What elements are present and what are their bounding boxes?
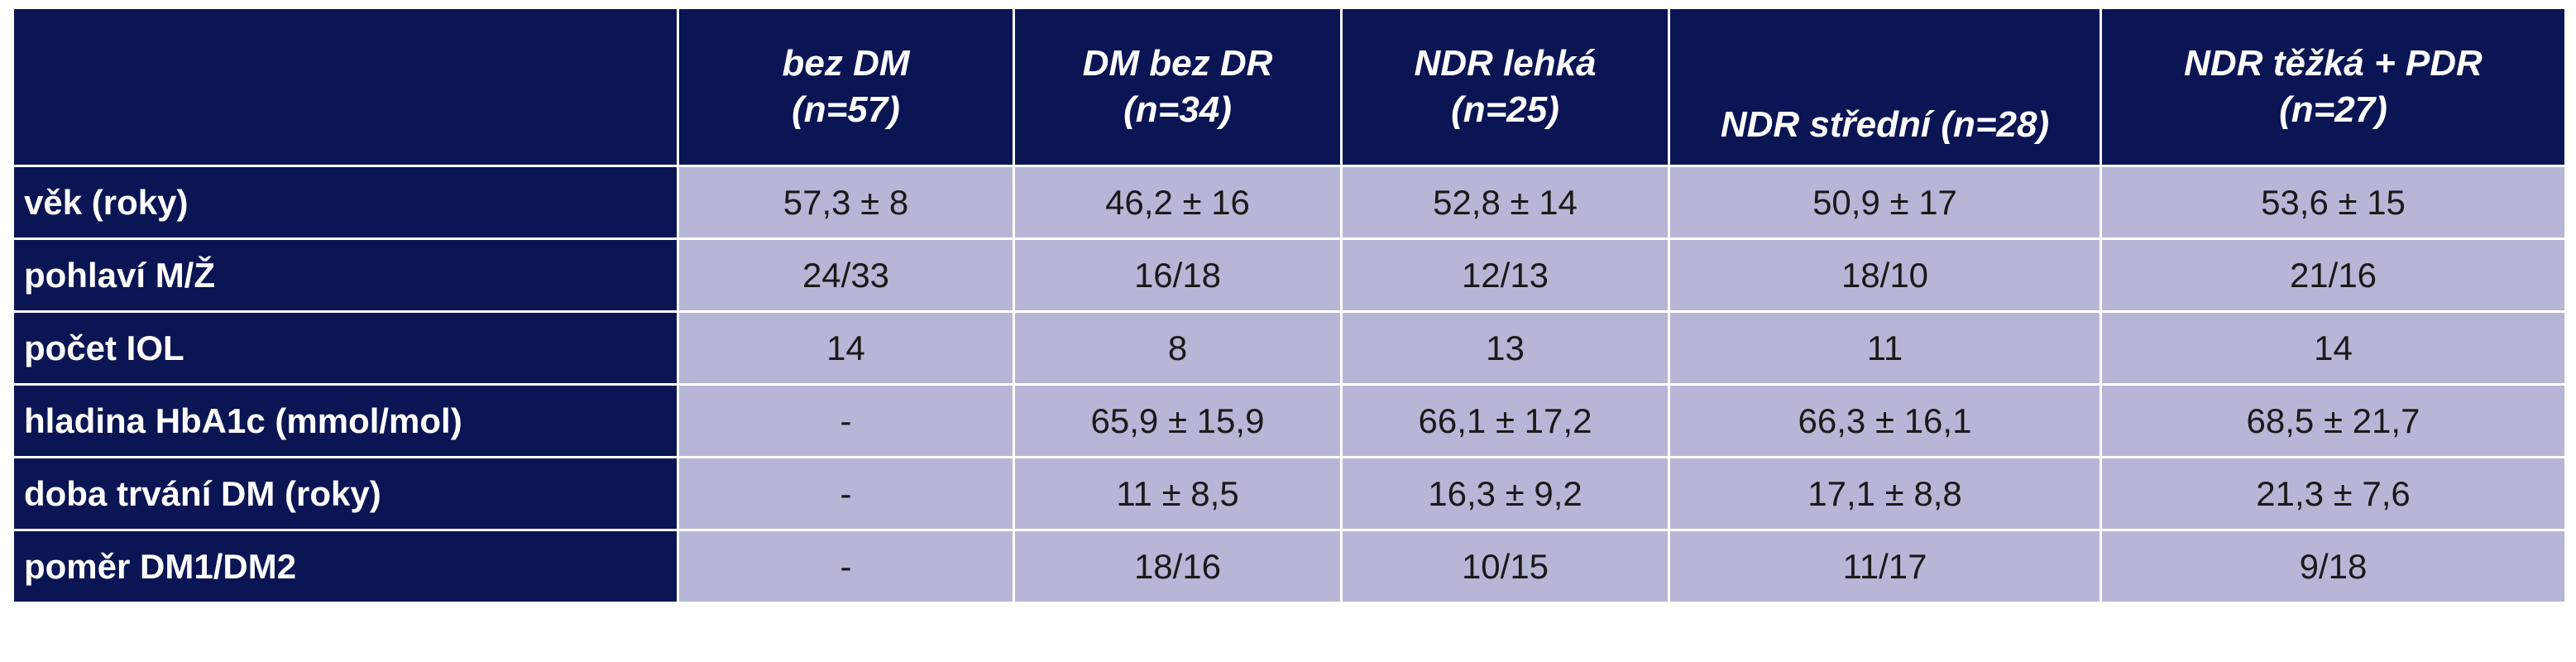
column-header: bez DM (n=57) bbox=[677, 7, 1015, 167]
table-cell: 18/16 bbox=[1013, 529, 1343, 604]
table-cell: 46,2 ± 16 bbox=[1013, 165, 1343, 240]
table-row: věk (roky) 57,3 ± 8 46,2 ± 16 52,8 ± 14 … bbox=[12, 165, 2567, 240]
column-header-line2: (n=27) bbox=[2279, 89, 2387, 130]
table-cell: 21,3 ± 7,6 bbox=[2100, 456, 2567, 531]
table-cell: 66,1 ± 17,2 bbox=[1340, 383, 1670, 458]
table-row: poměr DM1/DM2 - 18/16 10/15 11/17 9/18 bbox=[12, 529, 2567, 604]
table-cell: 68,5 ± 21,7 bbox=[2100, 383, 2567, 458]
table-cell: - bbox=[677, 456, 1015, 531]
table-cell: - bbox=[677, 529, 1015, 604]
data-table-container: bez DM (n=57) DM bez DR (n=34) NDR lehká (n… bbox=[12, 7, 2567, 604]
table-cell: 16/18 bbox=[1013, 237, 1343, 313]
column-header: DM bez DR (n=34) bbox=[1013, 7, 1343, 167]
table-cell: 52,8 ± 14 bbox=[1340, 165, 1670, 240]
column-header-line2: (n=34) bbox=[1123, 89, 1232, 130]
table-cell: 14 bbox=[677, 310, 1015, 386]
column-header-line1: DM bez DR bbox=[1082, 43, 1273, 84]
table-cell: 11 bbox=[1668, 310, 2102, 386]
table-cell: 16,3 ± 9,2 bbox=[1340, 456, 1670, 531]
table-cell: 21/16 bbox=[2100, 237, 2567, 313]
column-header: NDR lehká (n=25) bbox=[1340, 7, 1670, 167]
table-cell: 9/18 bbox=[2100, 529, 2567, 604]
table-row: počet IOL 14 8 13 11 14 bbox=[12, 310, 2567, 386]
column-header-line2: (n=25) bbox=[1451, 89, 1559, 130]
row-label: poměr DM1/DM2 bbox=[12, 529, 679, 604]
table-cell: 14 bbox=[2100, 310, 2567, 386]
column-header-line1: NDR střední (n=28) bbox=[1720, 104, 2050, 145]
table-cell: 8 bbox=[1013, 310, 1343, 386]
header-corner-cell bbox=[12, 7, 679, 167]
table-cell: 66,3 ± 16,1 bbox=[1668, 383, 2102, 458]
table-row: hladina HbA1c (mmol/mol) - 65,9 ± 15,9 6… bbox=[12, 383, 2567, 458]
row-label: doba trvání DM (roky) bbox=[12, 456, 679, 531]
column-header-line1: NDR těžká + PDR bbox=[2184, 43, 2483, 84]
table-cell: 50,9 ± 17 bbox=[1668, 165, 2102, 240]
row-label: počet IOL bbox=[12, 310, 679, 386]
patient-characteristics-table: bez DM (n=57) DM bez DR (n=34) NDR lehká (n… bbox=[12, 7, 2567, 604]
column-header: NDR střední (n=28) bbox=[1668, 7, 2102, 167]
table-cell: 65,9 ± 15,9 bbox=[1013, 383, 1343, 458]
header-row: bez DM (n=57) DM bez DR (n=34) NDR lehká (n… bbox=[12, 7, 2567, 167]
table-row: doba trvání DM (roky) - 11 ± 8,5 16,3 ± … bbox=[12, 456, 2567, 531]
table-cell: 24/33 bbox=[677, 237, 1015, 313]
table-cell: 17,1 ± 8,8 bbox=[1668, 456, 2102, 531]
column-header-line1: bez DM bbox=[782, 43, 910, 84]
row-label: věk (roky) bbox=[12, 165, 679, 240]
row-label: pohlaví M/Ž bbox=[12, 237, 679, 313]
row-label: hladina HbA1c (mmol/mol) bbox=[12, 383, 679, 458]
table-cell: 10/15 bbox=[1340, 529, 1670, 604]
column-header: NDR těžká + PDR (n=27) bbox=[2100, 7, 2567, 167]
table-cell: 18/10 bbox=[1668, 237, 2102, 313]
column-header-line1: NDR lehká bbox=[1414, 43, 1597, 84]
table-cell: 13 bbox=[1340, 310, 1670, 386]
table-cell: 12/13 bbox=[1340, 237, 1670, 313]
table-cell: 57,3 ± 8 bbox=[677, 165, 1015, 240]
table-cell: 11/17 bbox=[1668, 529, 2102, 604]
table-row: pohlaví M/Ž 24/33 16/18 12/13 18/10 21/1… bbox=[12, 237, 2567, 313]
table-cell: 11 ± 8,5 bbox=[1013, 456, 1343, 531]
column-header-line2: (n=57) bbox=[792, 89, 900, 130]
table-cell: - bbox=[677, 383, 1015, 458]
table-cell: 53,6 ± 15 bbox=[2100, 165, 2567, 240]
